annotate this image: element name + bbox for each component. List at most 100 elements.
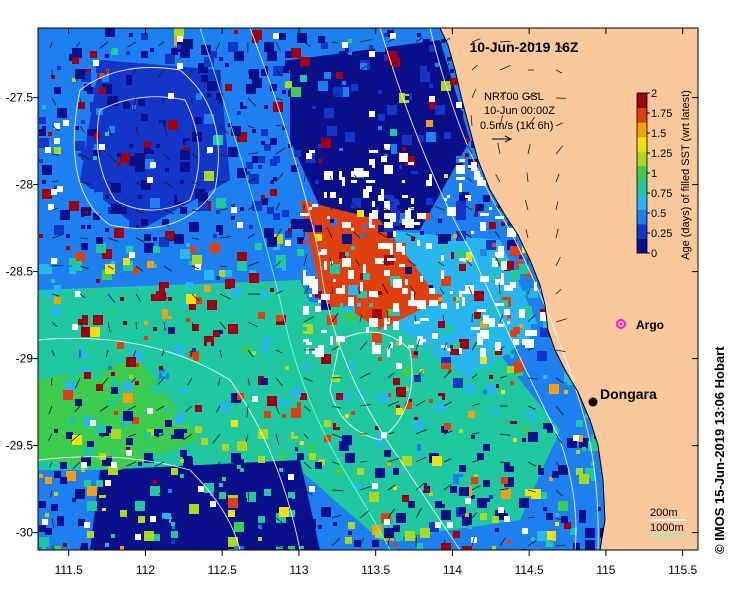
- sst-pixel: [117, 342, 124, 349]
- sst-pixel: [189, 393, 199, 403]
- sst-pixel: [363, 273, 370, 280]
- sst-pixel: [63, 543, 67, 547]
- sst-pixel: [81, 366, 88, 373]
- sst-pixel: [372, 270, 382, 280]
- sst-pixel: [165, 168, 169, 172]
- sst-pixel: [84, 447, 94, 457]
- cloud-pixel: [306, 153, 312, 159]
- sst-pixel: [87, 129, 94, 136]
- sst-pixel: [54, 159, 64, 169]
- sst-pixel: [66, 432, 73, 439]
- sst-pixel: [186, 243, 190, 247]
- sst-pixel: [369, 492, 379, 502]
- sst-pixel: [270, 288, 274, 292]
- sst-pixel: [429, 84, 433, 88]
- sst-pixel: [375, 531, 382, 538]
- sst-pixel: [150, 294, 157, 301]
- argo-label: Argo: [636, 318, 664, 332]
- sst-pixel: [393, 87, 397, 91]
- sst-pixel: [348, 531, 352, 535]
- sst-pixel: [216, 225, 223, 232]
- sst-pixel: [501, 390, 505, 394]
- sst-pixel: [363, 225, 367, 229]
- sst-pixel: [537, 468, 544, 475]
- x-tick-label: 115: [596, 563, 615, 577]
- colorbar-tick-label: 1.5: [651, 128, 666, 140]
- sst-pixel: [261, 114, 268, 121]
- sst-pixel: [81, 468, 85, 472]
- sst-pixel: [249, 273, 259, 283]
- sst-pixel: [264, 489, 271, 496]
- cloud-pixel: [369, 225, 375, 228]
- cloud-pixel: [309, 207, 312, 210]
- sst-pixel: [399, 468, 406, 475]
- sst-pixel: [144, 234, 151, 241]
- sst-pixel: [120, 153, 130, 163]
- sst-pixel: [573, 543, 580, 550]
- sst-pixel: [261, 291, 268, 298]
- sst-pixel: [129, 36, 136, 43]
- sst-pixel: [144, 147, 151, 154]
- sst-pixel: [54, 285, 61, 292]
- sst-pixel: [462, 546, 472, 556]
- sst-pixel: [147, 261, 154, 268]
- sst-pixel: [111, 48, 118, 55]
- sst-pixel: [126, 438, 133, 445]
- sst-pixel: [294, 150, 301, 157]
- cloud-pixel: [417, 300, 426, 309]
- cloud-pixel: [495, 252, 504, 258]
- cloud-pixel: [51, 189, 57, 195]
- colorbar-segment: [637, 238, 647, 253]
- cloud-pixel: [420, 318, 429, 321]
- vector-scale-label: 0.5m/s (1kt 6h): [480, 120, 553, 132]
- sst-pixel: [246, 492, 256, 502]
- sst-pixel: [66, 246, 70, 250]
- cloud-pixel: [150, 162, 156, 168]
- sst-pixel: [423, 189, 427, 193]
- sst-pixel: [186, 324, 190, 328]
- sst-pixel: [438, 219, 442, 223]
- cloud-pixel: [378, 195, 384, 201]
- cloud-pixel: [45, 147, 51, 153]
- cloud-pixel: [384, 165, 390, 174]
- sst-pixel: [156, 468, 166, 478]
- sst-pixel: [45, 291, 52, 298]
- sst-pixel: [66, 471, 76, 481]
- sst-pixel: [429, 399, 433, 403]
- sst-pixel: [456, 111, 463, 118]
- sst-pixel: [375, 468, 385, 478]
- sst-pixel: [501, 222, 505, 226]
- sst-pixel: [474, 291, 484, 301]
- sst-pixel: [372, 69, 382, 79]
- sst-pixel: [513, 438, 517, 442]
- sst-pixel: [471, 435, 475, 439]
- sst-pixel: [264, 369, 274, 379]
- sst-pixel: [189, 504, 199, 514]
- cloud-pixel: [318, 300, 321, 303]
- sst-pixel: [330, 219, 334, 223]
- cloud-pixel: [369, 159, 375, 165]
- sst-pixel: [291, 207, 301, 217]
- sst-pixel: [435, 63, 439, 67]
- cloud-pixel: [342, 42, 348, 48]
- sst-pixel: [204, 270, 214, 280]
- sst-pixel: [345, 537, 352, 544]
- cloud-pixel: [429, 288, 435, 294]
- sst-pixel: [51, 504, 58, 511]
- cloud-pixel: [150, 516, 156, 522]
- sst-pixel: [399, 354, 403, 358]
- sst-pixel: [135, 381, 139, 385]
- sst-pixel: [54, 429, 58, 433]
- sst-pixel: [231, 420, 238, 427]
- sst-pixel: [318, 525, 322, 529]
- sst-pixel: [261, 345, 268, 352]
- sst-pixel: [555, 513, 559, 517]
- sst-pixel: [288, 498, 292, 502]
- sst-pixel: [318, 81, 328, 91]
- sst-pixel: [114, 411, 118, 415]
- sst-pixel: [282, 414, 286, 418]
- sst-pixel: [531, 537, 535, 541]
- sst-pixel: [183, 456, 193, 466]
- sst-pixel: [273, 339, 283, 349]
